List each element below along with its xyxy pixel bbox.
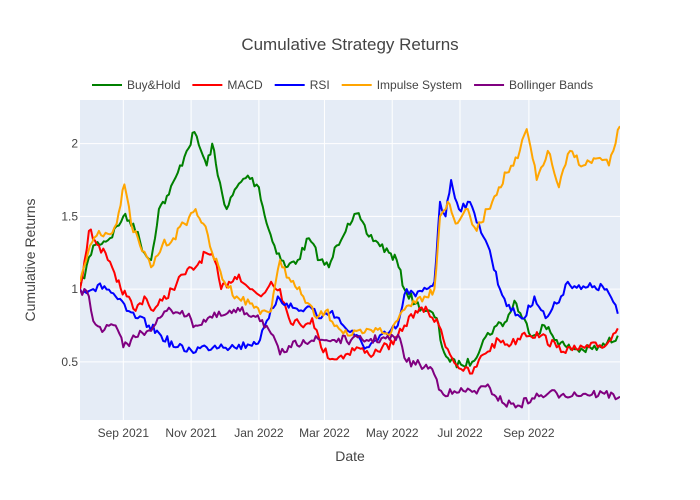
legend-label: MACD	[227, 78, 263, 92]
legend-label: Bollinger Bands	[509, 78, 593, 92]
x-axis-ticks: Sep 2021 Nov 2021 Jan 2022 Mar 2022 May 2022…	[98, 426, 555, 440]
x-axis-title: Date	[335, 448, 365, 464]
series-line-bollinger-bands	[80, 288, 620, 409]
chart-title: Cumulative Strategy Returns	[241, 35, 458, 54]
legend-label: Buy&Hold	[127, 78, 180, 92]
x-tick-label: Sep 2021	[98, 426, 150, 440]
y-tick-label: 1.5	[61, 209, 78, 223]
x-tick-label: May 2022	[366, 426, 419, 440]
y-axis-title: Cumulative Returns	[22, 199, 38, 322]
legend-item[interactable]: MACD	[192, 78, 263, 92]
legend[interactable]: Buy&Hold MACD RSI Impulse System Bollinger B…	[92, 78, 593, 92]
y-tick-label: 1	[71, 282, 78, 296]
legend-item[interactable]: Buy&Hold	[92, 78, 180, 92]
x-tick-label: Sep 2022	[503, 426, 555, 440]
legend-item[interactable]: Impulse System	[341, 78, 462, 92]
y-tick-label: 2	[71, 137, 78, 151]
series-line-macd	[80, 228, 619, 375]
series-line-impulse-system	[80, 125, 620, 337]
legend-label: RSI	[310, 78, 330, 92]
plot-area	[80, 100, 620, 420]
series-line-buy-hold	[80, 131, 619, 369]
legend-label: Impulse System	[377, 78, 462, 92]
legend-item[interactable]: RSI	[274, 78, 330, 92]
y-axis-ticks: 0.5 1 1.5 2	[61, 137, 78, 369]
series-line-rsi	[80, 179, 619, 354]
x-tick-label: Nov 2021	[165, 426, 217, 440]
x-tick-label: Jan 2022	[234, 426, 284, 440]
x-tick-label: Jul 2022	[437, 426, 483, 440]
series-layer	[80, 125, 620, 409]
x-tick-label: Mar 2022	[299, 426, 350, 440]
legend-item[interactable]: Bollinger Bands	[474, 78, 593, 92]
y-tick-label: 0.5	[61, 355, 78, 369]
